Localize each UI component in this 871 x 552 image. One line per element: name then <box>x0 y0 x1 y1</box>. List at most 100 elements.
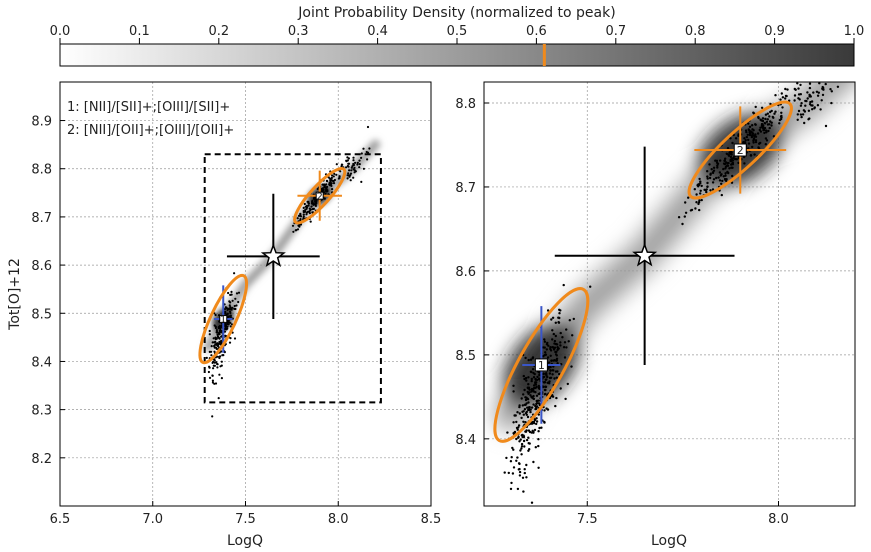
sample-point <box>525 402 528 405</box>
sample-point <box>558 316 561 320</box>
sample-point <box>694 207 697 210</box>
sample-point <box>512 390 515 393</box>
sample-point <box>699 189 702 192</box>
sample-point <box>349 172 353 175</box>
sample-point <box>552 359 555 362</box>
sample-point <box>217 397 220 400</box>
sample-point <box>523 377 526 381</box>
sample-point <box>570 365 573 368</box>
estimate-1-marker <box>219 315 228 324</box>
sample-point <box>829 88 832 91</box>
sample-point <box>549 354 552 357</box>
sample-point <box>729 152 732 156</box>
sample-point <box>345 166 348 169</box>
sample-point <box>730 166 733 169</box>
sample-point <box>784 87 787 91</box>
sample-point <box>312 202 315 205</box>
sample-point <box>524 356 527 360</box>
sample-point <box>839 29 841 31</box>
sample-point <box>836 85 840 89</box>
y-tick-label: 8.4 <box>31 355 52 370</box>
sample-point <box>548 382 551 385</box>
sample-point <box>311 211 314 214</box>
sample-point <box>545 374 548 377</box>
sample-point <box>768 115 771 118</box>
sample-point <box>534 391 537 394</box>
sample-point <box>523 388 526 392</box>
sample-point <box>809 95 812 98</box>
sample-point <box>718 179 722 182</box>
sample-point <box>553 377 556 380</box>
sample-point <box>720 193 723 197</box>
sample-point <box>543 421 546 424</box>
reference-star <box>632 242 658 267</box>
sample-point <box>527 392 530 395</box>
sample-point <box>786 88 789 91</box>
sample-point <box>348 169 351 172</box>
sample-point <box>773 112 776 115</box>
sample-point <box>532 460 535 464</box>
sample-point <box>554 321 557 324</box>
sample-point <box>310 205 313 208</box>
sample-point <box>208 329 211 333</box>
sample-point <box>217 327 220 330</box>
sample-point <box>218 325 221 328</box>
sample-point <box>712 178 716 181</box>
sample-point <box>532 394 535 398</box>
sample-point <box>219 331 222 334</box>
sample-point <box>229 306 232 309</box>
sample-point <box>332 182 336 185</box>
sample-point <box>229 293 232 296</box>
sample-point <box>836 73 838 75</box>
sample-point <box>816 104 820 107</box>
colorbar-tick-label: 0.2 <box>208 24 229 39</box>
sample-point <box>358 159 361 162</box>
y-tick-label: 8.8 <box>455 97 476 112</box>
sample-point <box>549 365 552 369</box>
sample-point <box>321 183 324 186</box>
sample-point <box>215 329 218 332</box>
sample-point <box>529 410 532 414</box>
sample-point <box>748 132 752 136</box>
sample-point <box>762 124 765 128</box>
sample-point <box>213 350 216 353</box>
sample-point <box>325 189 328 192</box>
sample-point <box>360 180 363 183</box>
sample-point <box>216 362 219 366</box>
sample-point <box>555 376 558 379</box>
sample-point <box>742 140 745 144</box>
sample-point <box>335 163 338 166</box>
sample-point <box>515 437 518 441</box>
sample-point <box>754 105 757 109</box>
sample-point <box>530 406 534 409</box>
sample-point <box>757 116 760 120</box>
sample-point <box>780 92 783 95</box>
sample-point <box>522 420 525 423</box>
sample-point <box>347 162 351 165</box>
sample-point <box>774 110 777 113</box>
right-reference <box>554 146 735 365</box>
sample-point <box>346 159 349 162</box>
sample-point <box>227 291 230 295</box>
left-panel: 12 6.5 7.0 7.5 8.0 8.58.28.38.48.58.68.78.88… <box>7 81 441 549</box>
sample-point <box>550 318 553 321</box>
sample-point <box>516 487 520 491</box>
colorbar-ticks: 0.0 0.1 0.2 0.3 0.4 0.5 0.6 0.7 0.8 0.9 1.0 <box>50 24 864 44</box>
sample-point <box>706 170 709 173</box>
sample-point <box>747 138 750 142</box>
sample-point <box>529 358 533 361</box>
sample-point <box>759 141 762 145</box>
sample-point <box>754 135 758 138</box>
sample-point <box>525 379 528 382</box>
sample-point <box>552 348 556 351</box>
sample-point <box>348 175 351 178</box>
sample-point <box>543 381 546 384</box>
sample-point <box>548 372 552 375</box>
sample-point <box>523 468 526 471</box>
sample-point <box>366 158 369 161</box>
sample-point <box>353 171 356 174</box>
sample-point <box>558 308 561 311</box>
sample-point <box>517 424 521 427</box>
sample-point <box>518 467 521 471</box>
